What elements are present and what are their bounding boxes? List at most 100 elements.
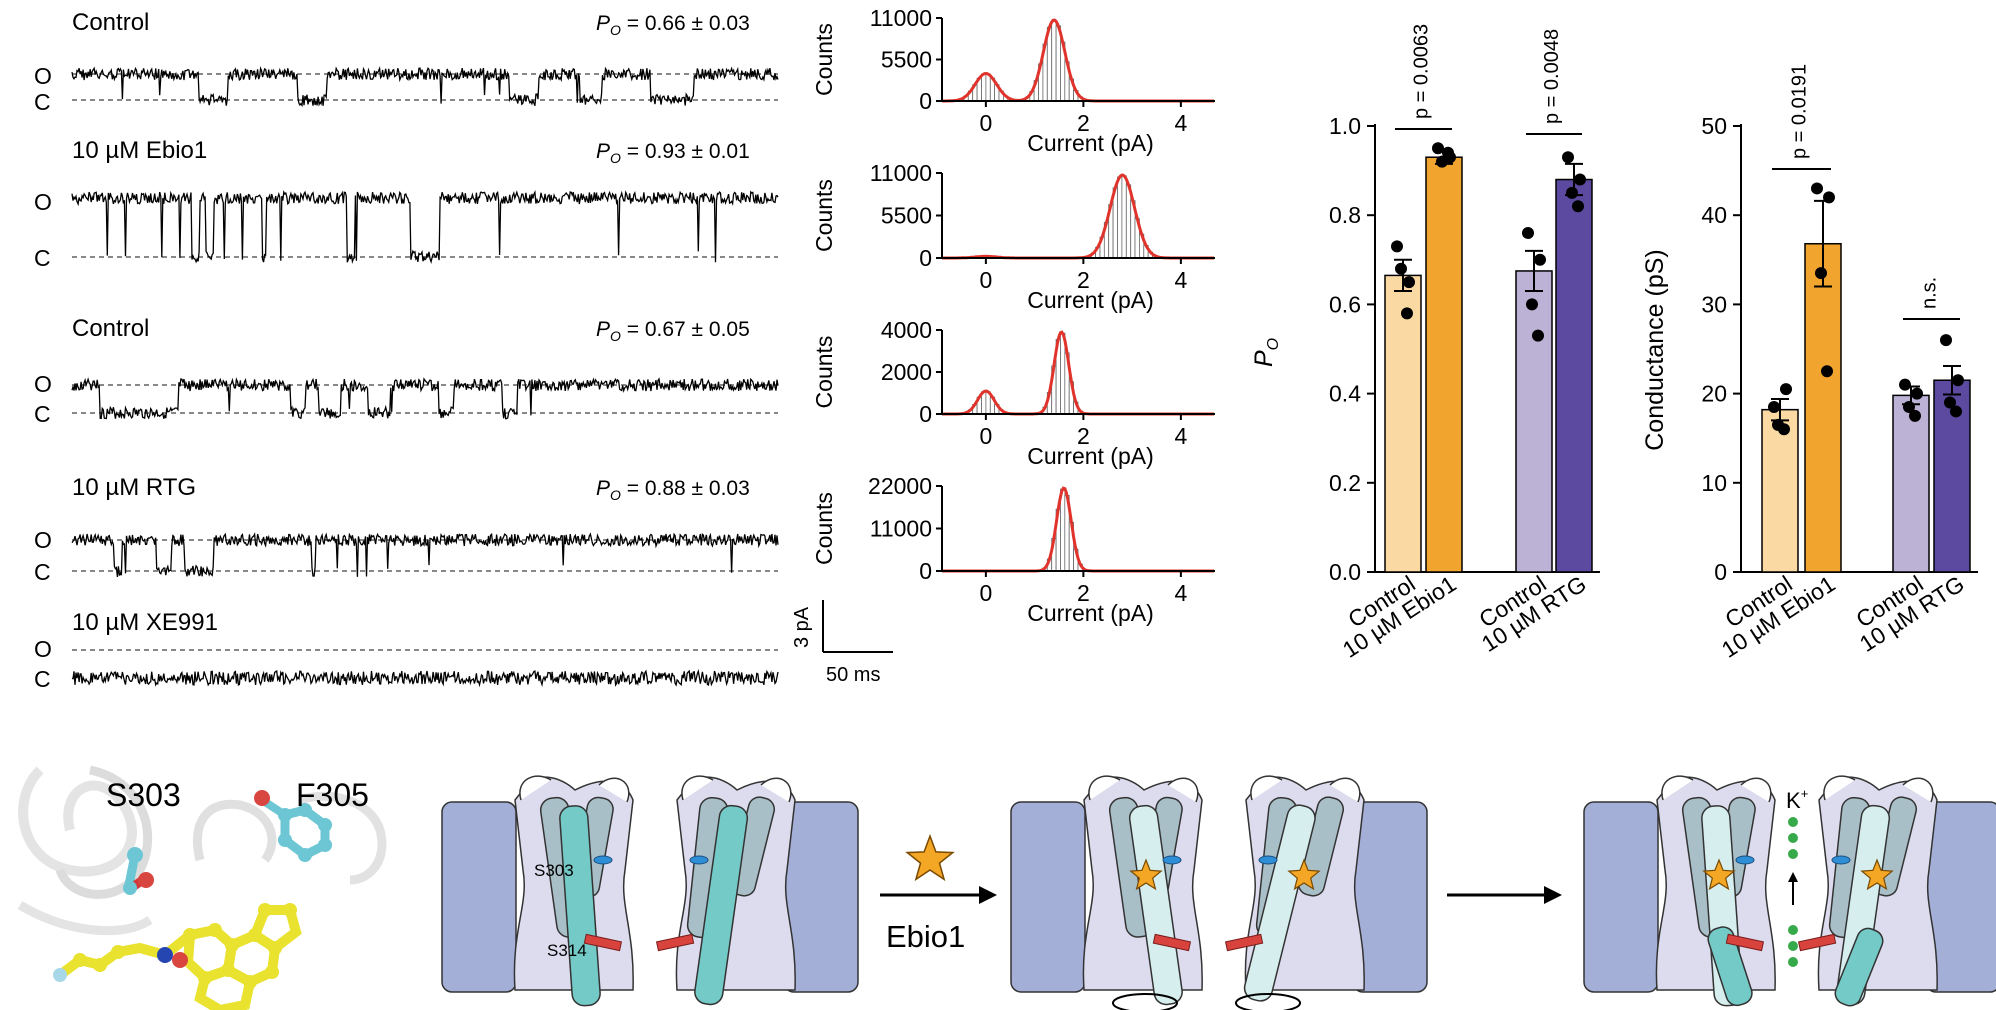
bar	[1555, 178, 1593, 573]
open-label: O	[34, 371, 52, 397]
data-point	[1526, 298, 1538, 311]
amplitude-histogram: 0 5500 11000 0 2 4 Current (pA) Counts	[811, 5, 1215, 156]
rotation-arrow-icon	[1235, 993, 1301, 1010]
y-tick-label: 4000	[881, 317, 932, 343]
s6-helix	[559, 805, 601, 1007]
significance-label: p = 0.0191	[1789, 64, 1811, 159]
s6-helix	[694, 804, 749, 1006]
y-tick-label: 0.6	[1329, 291, 1361, 317]
data-point	[1768, 400, 1780, 413]
trace-label: 10 µM XE991	[72, 609, 218, 636]
data-point	[1944, 396, 1956, 409]
y-tick-label: 0.4	[1329, 381, 1361, 407]
y-axis-label: Counts	[811, 492, 837, 565]
histogram-bar	[1125, 184, 1132, 259]
s303-marker	[1162, 855, 1182, 865]
closed-label: C	[34, 245, 51, 271]
data-point	[1572, 200, 1584, 213]
s303-label: S303	[534, 861, 574, 880]
amplitude-histogram: 0 5500 11000 0 2 4 Current (pA) Counts	[811, 160, 1215, 313]
y-tick-label: 0.2	[1329, 470, 1361, 496]
closed-label: C	[34, 401, 51, 427]
s314-marker	[1725, 933, 1765, 952]
data-point	[1899, 378, 1911, 391]
s6-helix	[1834, 927, 1884, 1007]
potassium-ion	[1788, 957, 1798, 967]
histogram-bar	[981, 73, 987, 102]
x-tick-label: 2	[1077, 423, 1090, 449]
s314-marker	[655, 933, 695, 952]
y-axis-label: PO	[1250, 338, 1282, 367]
residue-label-f305: F305	[296, 777, 369, 813]
y-tick-label: 0	[919, 558, 932, 584]
x-axis-label: Current (pA)	[1027, 287, 1154, 313]
s314-marker	[1797, 933, 1837, 952]
bar	[1761, 408, 1799, 573]
y-tick-label: 10	[1701, 470, 1727, 496]
open-label: O	[34, 189, 52, 215]
s303-marker	[689, 855, 709, 865]
scale-vertical-label: 3 pA	[791, 606, 813, 648]
histogram-bar	[1060, 488, 1066, 572]
histogram-bar	[1121, 175, 1127, 259]
y-tick-label: 0.8	[1329, 202, 1361, 228]
channel-schematic	[1583, 775, 1996, 1007]
binding-site-structure: S303 F305	[17, 765, 387, 1010]
open-label: O	[34, 636, 52, 662]
closed-label: C	[34, 559, 51, 585]
bar	[1384, 274, 1422, 573]
s314-label: S314	[547, 941, 587, 960]
bar	[1804, 242, 1842, 573]
current-trace	[71, 65, 779, 108]
data-point	[1432, 142, 1444, 155]
y-tick-label: 11000	[870, 160, 932, 186]
bar	[1892, 394, 1930, 573]
amplitude-histogram: 0 11000 22000 0 2 4 Current (pA) Counts	[811, 473, 1215, 626]
x-tick-label: 0	[979, 110, 992, 136]
rotation-arrow-icon	[1112, 993, 1178, 1010]
data-point	[1815, 267, 1827, 280]
ion-label: K+	[1786, 786, 1808, 813]
data-point	[1778, 423, 1790, 436]
data-point	[1395, 262, 1407, 275]
s6-helix	[1707, 926, 1753, 1007]
bar	[1515, 270, 1553, 573]
y-tick-label: 5500	[881, 47, 932, 73]
arrow-head-icon	[979, 886, 997, 904]
y-tick-label: 11000	[870, 5, 932, 31]
significance-label: n.s.	[1919, 277, 1941, 309]
data-point	[1403, 276, 1415, 289]
closed-label: C	[34, 666, 51, 692]
data-point	[1534, 253, 1546, 266]
channel-schematic: S303 S314	[441, 775, 859, 1007]
drug-label: Ebio1	[886, 919, 965, 954]
arrow-up-icon	[1788, 872, 1798, 882]
data-point	[1903, 400, 1915, 413]
y-tick-label: 0	[919, 88, 932, 114]
s303-marker	[1735, 855, 1755, 865]
s314-marker	[583, 933, 623, 952]
y-axis-label: Counts	[811, 179, 837, 252]
x-tick-label: 2	[1077, 580, 1090, 606]
x-tick-label: 2	[1077, 267, 1090, 293]
po-value: PO = 0.66 ± 0.03	[596, 12, 750, 38]
ebio1-star-icon	[1287, 858, 1321, 891]
bar	[1425, 156, 1463, 573]
ebio1-star-icon	[1129, 858, 1163, 891]
histogram-bar	[985, 73, 991, 102]
y-tick-label: 50	[1701, 113, 1727, 139]
s6-helix	[1128, 804, 1183, 1006]
trace-label: Control	[72, 9, 149, 36]
gaussian-fit	[942, 173, 1214, 260]
y-tick-label: 22000	[868, 473, 932, 499]
y-tick-label: 0.0	[1329, 559, 1361, 585]
x-axis-label: Current (pA)	[1027, 130, 1154, 156]
y-axis-label: Conductance (pS)	[1641, 249, 1669, 451]
data-point	[1532, 329, 1544, 342]
po-value: PO = 0.67 ± 0.05	[596, 318, 750, 344]
data-point	[1522, 227, 1534, 240]
histogram-bar	[1051, 19, 1057, 102]
significance-label: p = 0.0048	[1541, 29, 1563, 124]
y-tick-label: 11000	[870, 516, 932, 542]
